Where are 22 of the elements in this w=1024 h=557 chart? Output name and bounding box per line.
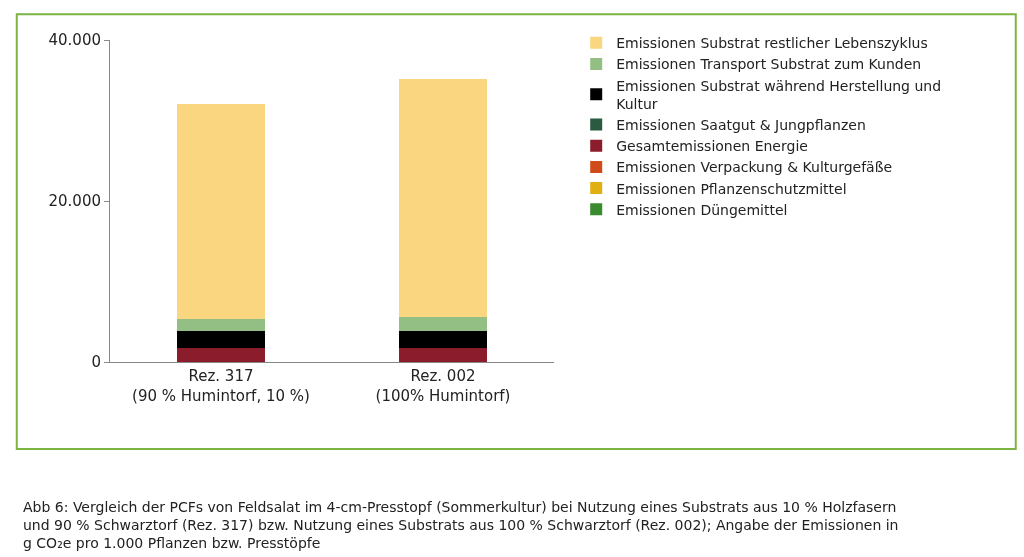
x-tick-label: Rez. 002 (100% Humintorf) bbox=[375, 367, 511, 405]
bar bbox=[398, 316, 488, 331]
legend-label: Emissionen Substrat restlicher Lebenszyklus bbox=[616, 35, 928, 52]
legend-label: Gesamtemissionen Energie bbox=[616, 138, 808, 155]
bar bbox=[176, 348, 266, 362]
bar bbox=[176, 330, 266, 349]
legend-label: Emissionen Saatgut & Jungpflanzen bbox=[616, 116, 866, 133]
y-tick-label: 20.000 bbox=[48, 192, 101, 211]
legend-label: Emissionen Substrat während Herstellung und Kultur bbox=[616, 77, 942, 112]
bar bbox=[398, 330, 488, 349]
bar bbox=[398, 348, 488, 362]
legend-label: Emissionen Verpackung & Kulturgefäße bbox=[616, 159, 893, 176]
bar bbox=[176, 318, 266, 331]
bar bbox=[398, 78, 488, 317]
bar bbox=[176, 104, 266, 319]
legend-label: Emissionen Transport Substrat zum Kunden bbox=[616, 56, 922, 73]
y-tick-label: 40.000 bbox=[48, 31, 101, 50]
x-tick-label: Rez. 317 (90 % Humintorf, 10 %) bbox=[132, 367, 310, 405]
caption: Abb 6: Vergleich der PCFs von Feldsalat im 4-cm-Presstopf (Sommerkultur) bei Nutzung eines Substrats aus 10 % Holzfasern und 90 % Schwarztorf (Rez. 317) bzw. Nutzung eines Substrats aus 100 % Schwarztorf (Rez. 002); Angabe der Emissionen in g CO₂e pro 1.000 Pflanzen bzw. Presstöpfe bbox=[23, 499, 899, 552]
legend-label: Emissionen Pflanzenschutzmittel bbox=[616, 180, 847, 197]
legend-label: Emissionen Düngemittel bbox=[616, 201, 788, 218]
y-tick-label: 0 bbox=[91, 353, 101, 372]
